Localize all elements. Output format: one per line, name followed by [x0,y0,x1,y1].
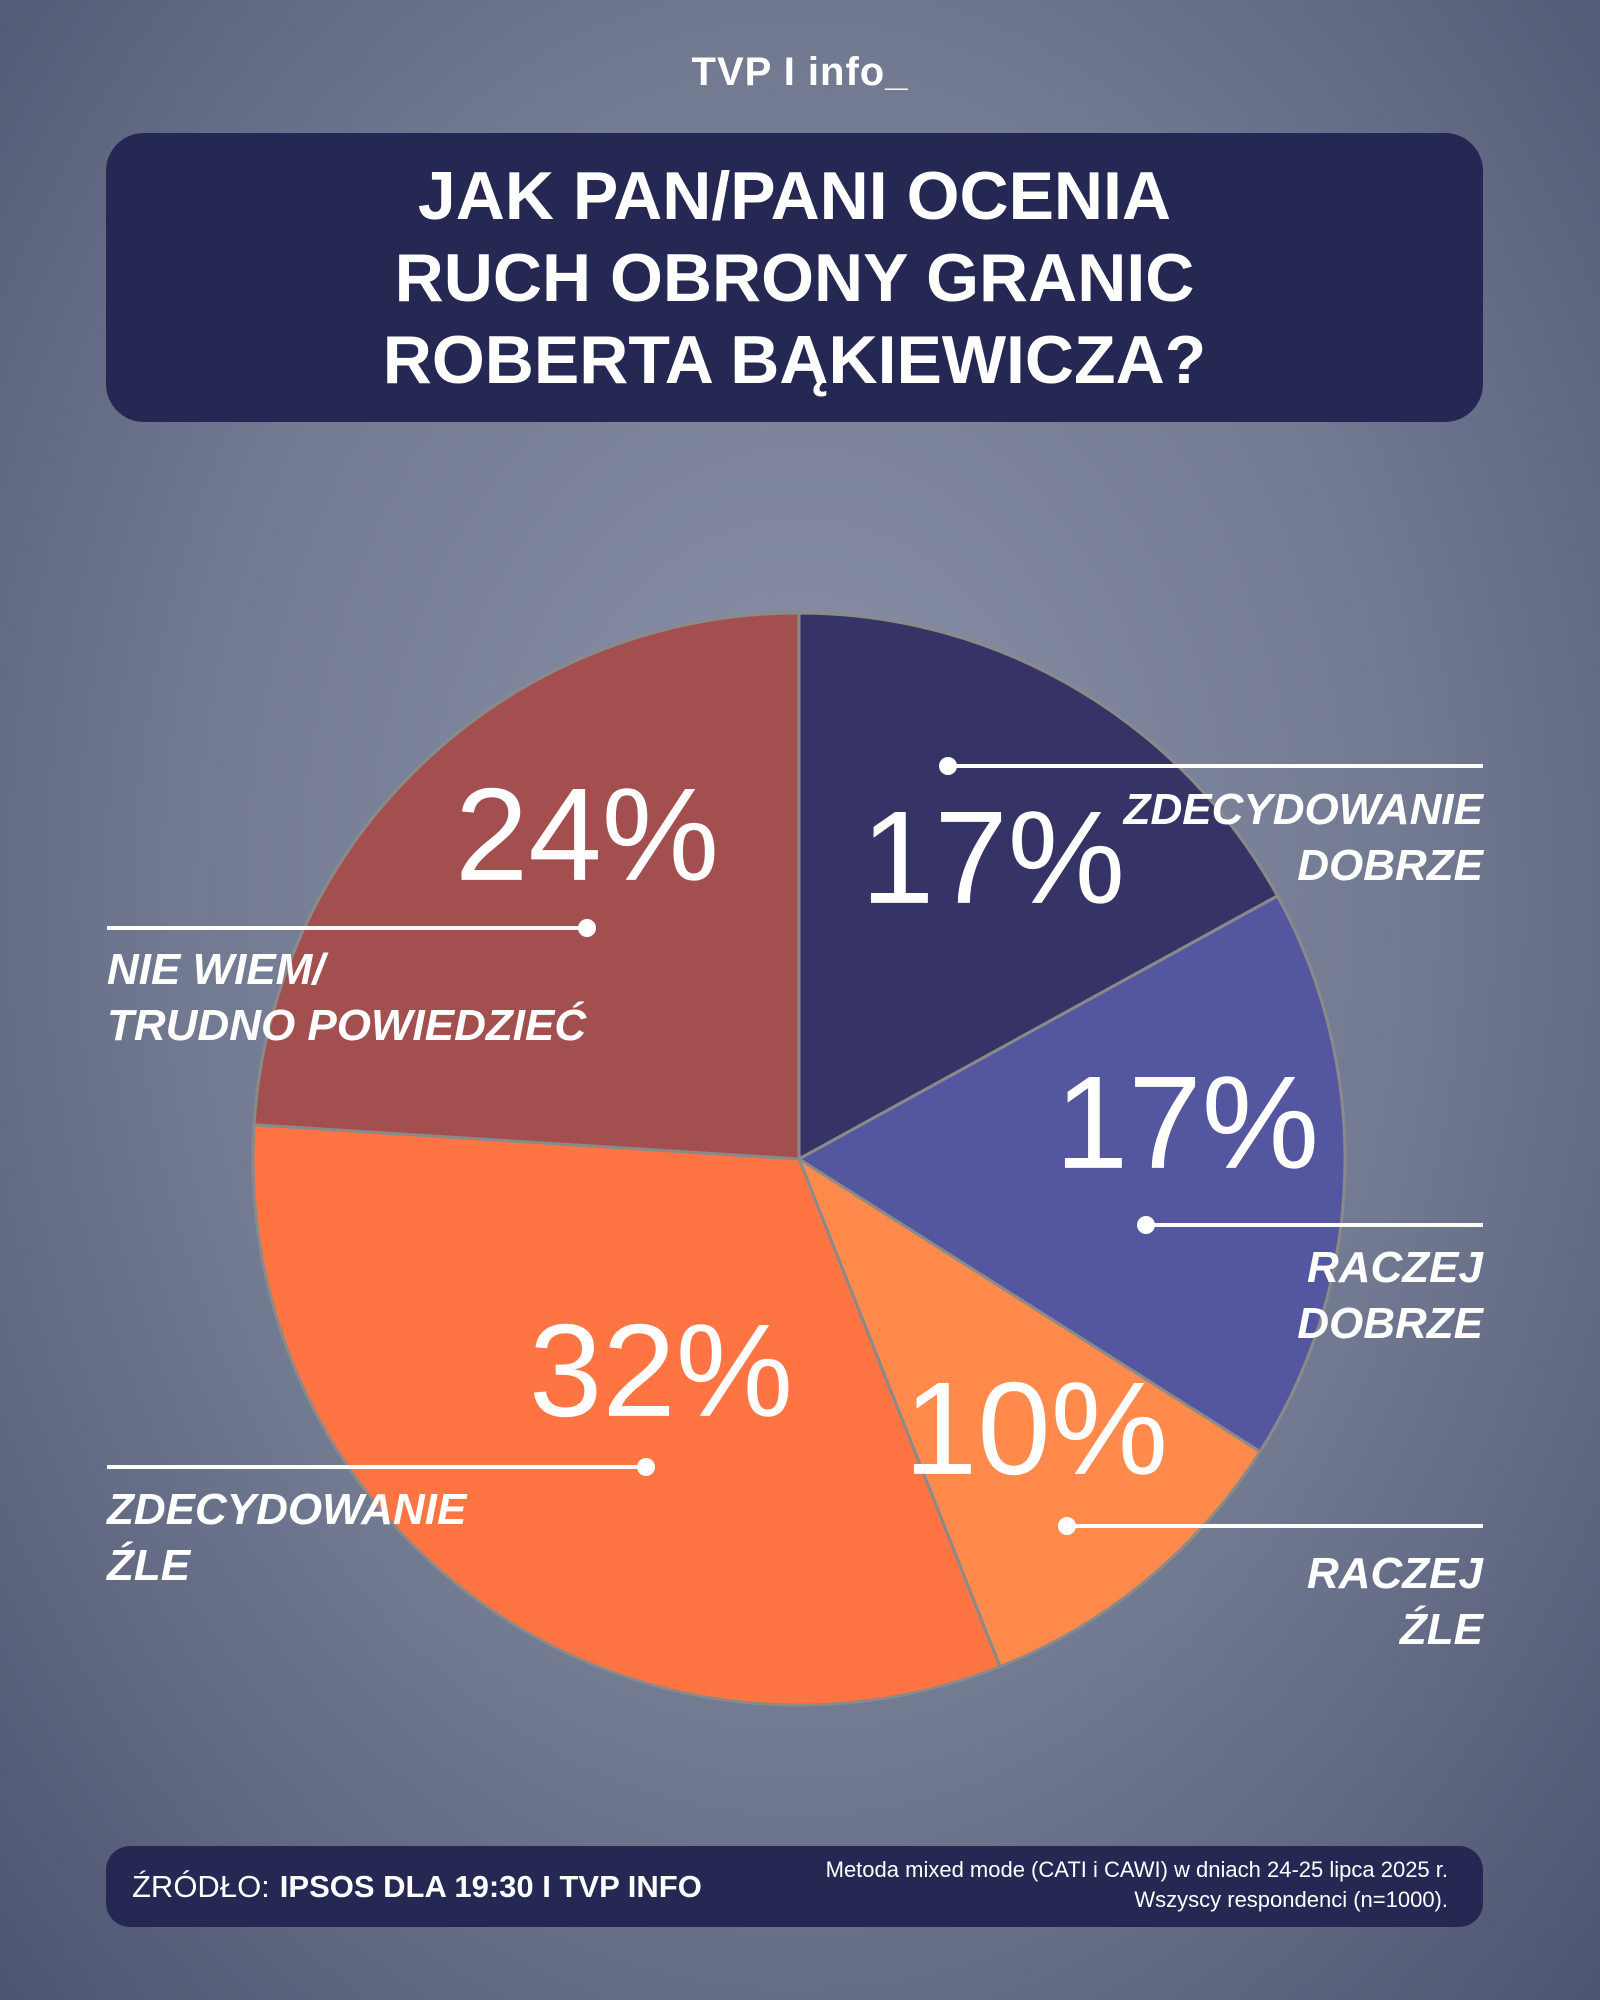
leader-dot [1137,1216,1155,1234]
category-label: RACZEJ DOBRZE [1297,1243,1483,1348]
value-label: 24% [455,761,719,908]
leader-dot [578,919,596,937]
source-text: IPSOS DLA 19:30 I TVP INFO [279,1868,702,1904]
logo: TVP I info_ [691,50,909,94]
leader-dot [939,757,957,775]
pie-slice [252,611,801,1161]
category-label: RACZEJ ŹLE [1306,1549,1483,1654]
source-label: ŹRÓDŁO: [132,1868,270,1904]
leader-dot [1058,1517,1076,1535]
category-label: ZDECYDOWANIE ŹLE [107,1485,467,1590]
title-box [106,133,1483,422]
source: ŹRÓDŁO: IPSOS DLA 19:30 I TVP INFO [132,1846,702,1927]
chart-title: JAK PAN/PANI OCENIA RUCH OBRONY GRANIC R… [382,157,1207,398]
pie-slice [797,611,1280,1162]
value-label: 17% [861,784,1125,931]
value-label: 32% [529,1297,793,1444]
category-label: NIE WIEM/ TRUDNO POWIEDZIEĆ [107,945,587,1050]
leader-dot [637,1458,655,1476]
category-label: ZDECYDOWANIE DOBRZE [1123,785,1483,890]
pie-slice [251,1123,1002,1707]
method-note: Metoda mixed mode (CATI i CAWI) w dniach… [825,1857,1448,1912]
value-label: 10% [904,1355,1168,1502]
pie-slice [796,893,1347,1454]
value-label: 17% [1055,1049,1319,1196]
pie-slice [795,1155,1263,1669]
footer-box [106,1846,1483,1927]
